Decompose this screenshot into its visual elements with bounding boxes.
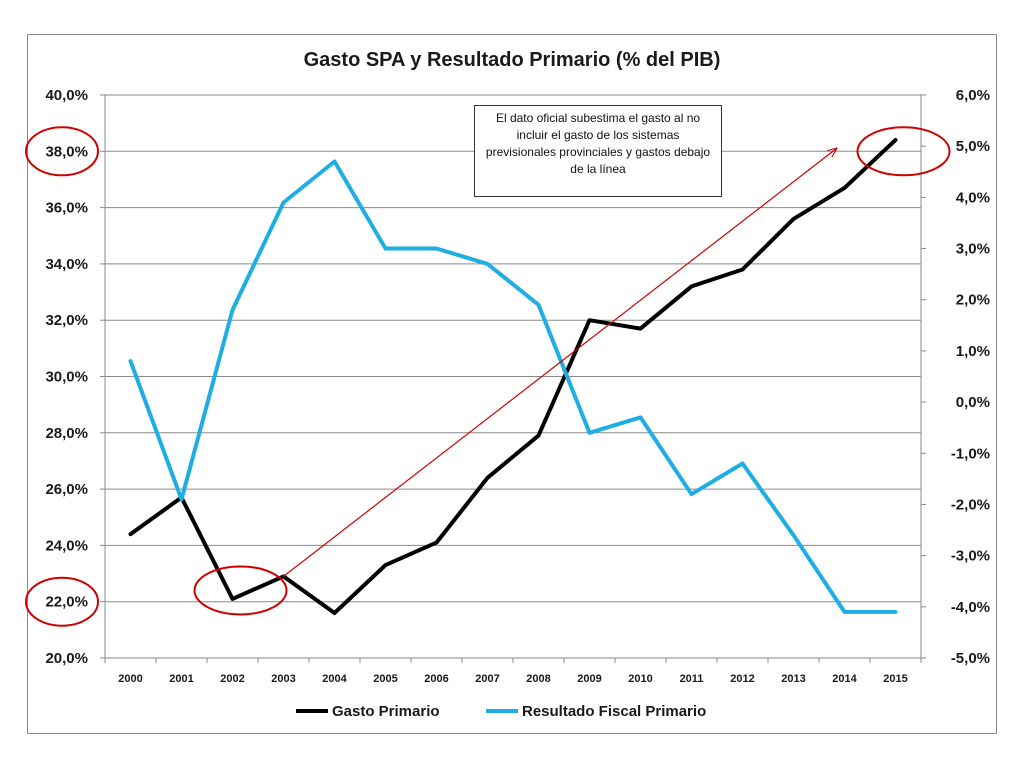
legend: Gasto Primario Resultado Fiscal Primario [296,703,706,720]
series-layer [128,138,898,615]
left-tick-label: 40,0% [45,87,88,104]
x-axis-ticks: 2000 2001 2002 2003 2004 2005 2006 2007 2008 2009… [104,658,922,685]
left-tick-label: 36,0% [45,200,88,217]
x-tick-label: 2001 [169,673,193,685]
annotation-note: El dato oficial subestima el gasto al no… [474,105,722,197]
annotation-arrow [283,148,837,577]
x-tick-label: 2005 [373,673,397,685]
right-axis-ticks: -5,0% -4,0% -3,0% -2,0% -1,0% 0,0% 1,0% 2,0% 3,0… [921,87,990,667]
right-tick-label: -2,0% [951,496,990,513]
right-tick-label: -1,0% [951,445,990,462]
left-tick-label: 26,0% [45,481,88,498]
tick-highlight-ellipse [25,576,99,627]
annotation-layer [25,126,951,627]
left-tick-label: 28,0% [45,425,88,442]
x-tick-label: 2014 [832,673,857,685]
x-tick-label: 2006 [424,673,448,685]
left-tick-label: 34,0% [45,256,88,273]
x-tick-label: 2009 [577,673,601,685]
right-tick-label: 4,0% [956,189,990,206]
series-line-resultado-fiscal-primario [128,159,898,614]
x-tick-label: 2013 [781,673,805,685]
right-tick-label: -4,0% [951,599,990,616]
right-tick-label: -5,0% [951,650,990,667]
left-axis-ticks: 20,0% 22,0% 24,0% 26,0% 28,0% 30,0% 32,0% 34,0%… [45,87,105,667]
legend-label: Resultado Fiscal Primario [522,703,706,720]
x-tick-label: 2010 [628,673,652,685]
right-tick-label: 2,0% [956,292,990,309]
highlight-ellipse [193,565,288,616]
x-tick-label: 2011 [680,673,704,685]
x-tick-label: 2007 [475,673,499,685]
left-tick-label: 30,0% [45,369,88,386]
right-tick-label: 3,0% [956,241,990,258]
left-tick-label: 20,0% [45,650,88,667]
right-tick-label: 5,0% [956,138,990,155]
right-tick-label: 0,0% [956,394,990,411]
legend-label: Gasto Primario [332,703,440,720]
right-tick-label: 6,0% [956,87,990,104]
x-tick-label: 2008 [526,673,550,685]
x-tick-label: 2004 [322,673,347,685]
left-tick-label: 24,0% [45,537,88,554]
left-tick-label: 22,0% [45,594,88,611]
series-line-gasto-primario [128,138,898,615]
x-tick-label: 2015 [883,673,907,685]
tick-highlight-ellipse [25,126,99,177]
chart-title: Gasto SPA y Resultado Primario (% del PI… [304,49,721,71]
left-tick-label: 38,0% [45,143,88,160]
x-tick-label: 2000 [118,673,142,685]
x-tick-label: 2012 [730,673,754,685]
highlight-ellipse [856,126,951,177]
right-tick-label: -3,0% [951,548,990,565]
x-tick-label: 2003 [271,673,295,685]
right-tick-label: 1,0% [956,343,990,360]
left-tick-label: 32,0% [45,312,88,329]
x-tick-label: 2002 [220,673,244,685]
